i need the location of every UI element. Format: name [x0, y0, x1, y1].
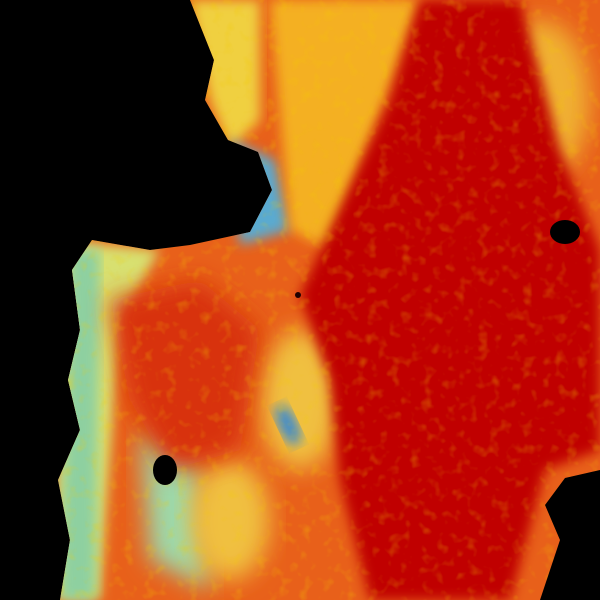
gap: [153, 455, 177, 485]
radar-site: [295, 292, 301, 298]
gap: [550, 220, 580, 244]
